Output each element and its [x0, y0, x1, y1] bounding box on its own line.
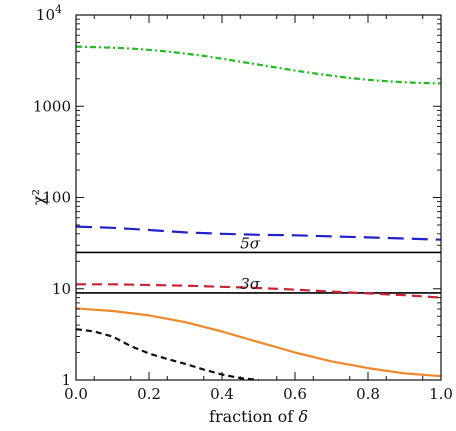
y-tick-label: 10 [52, 280, 71, 298]
x-axis-title: fraction of δ [209, 407, 308, 426]
y-tick-label: 104 [36, 3, 62, 24]
plot-frame [75, 14, 442, 381]
x-tick-label: 0.4 [210, 385, 234, 403]
series-black [75, 328, 259, 382]
axis-ticks: 0.0 0.2 0.4 0.6 0.8 1.0 1 10 100 1000 104 [33, 3, 453, 403]
series-orange [75, 307, 442, 378]
five-sigma-label: 5σ [240, 234, 261, 252]
y-tick-label: 100 [42, 189, 71, 207]
y-tick-label: 1 [61, 371, 71, 389]
series-red [76, 283, 442, 299]
series-layer [75, 45, 442, 382]
y-tick-label: 1000 [33, 97, 71, 115]
y-tick-exponent: 4 [55, 3, 62, 16]
y-axis-title: χ² [29, 189, 48, 205]
x-tick-label: 0.6 [283, 385, 307, 403]
annotations: 5σ 3σ [240, 234, 261, 292]
x-axis-title-delta: δ [298, 407, 308, 426]
x-tick-label: 0.8 [356, 385, 380, 403]
x-tick-label: 1.0 [429, 385, 453, 403]
three-sigma-label: 3σ [240, 275, 261, 293]
series-blue [75, 225, 442, 241]
x-tick-label: 0.0 [64, 385, 88, 403]
series-green [75, 45, 442, 85]
x-tick-label: 0.2 [137, 385, 161, 403]
